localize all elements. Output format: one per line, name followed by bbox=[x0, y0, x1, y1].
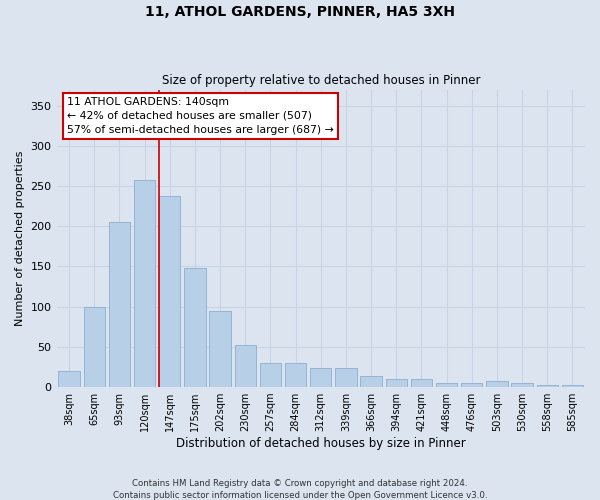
Bar bbox=[285, 363, 307, 387]
Bar bbox=[58, 371, 80, 387]
Bar bbox=[134, 180, 155, 387]
Bar bbox=[461, 383, 482, 387]
Bar bbox=[235, 346, 256, 387]
Text: 11, ATHOL GARDENS, PINNER, HA5 3XH: 11, ATHOL GARDENS, PINNER, HA5 3XH bbox=[145, 5, 455, 19]
Bar bbox=[83, 306, 105, 387]
Bar bbox=[562, 384, 583, 387]
Bar bbox=[184, 268, 206, 387]
Text: 11 ATHOL GARDENS: 140sqm
← 42% of detached houses are smaller (507)
57% of semi-: 11 ATHOL GARDENS: 140sqm ← 42% of detach… bbox=[67, 97, 334, 135]
Bar bbox=[209, 310, 231, 387]
Bar bbox=[386, 379, 407, 387]
Bar bbox=[361, 376, 382, 387]
Bar bbox=[511, 383, 533, 387]
Bar bbox=[310, 368, 331, 387]
Text: Contains HM Land Registry data © Crown copyright and database right 2024.
Contai: Contains HM Land Registry data © Crown c… bbox=[113, 478, 487, 500]
Bar bbox=[536, 386, 558, 387]
Y-axis label: Number of detached properties: Number of detached properties bbox=[15, 150, 25, 326]
Title: Size of property relative to detached houses in Pinner: Size of property relative to detached ho… bbox=[161, 74, 480, 87]
Bar bbox=[486, 380, 508, 387]
Bar bbox=[411, 379, 432, 387]
Bar bbox=[335, 368, 356, 387]
Bar bbox=[436, 383, 457, 387]
Bar bbox=[260, 363, 281, 387]
Bar bbox=[159, 196, 181, 387]
X-axis label: Distribution of detached houses by size in Pinner: Distribution of detached houses by size … bbox=[176, 437, 466, 450]
Bar bbox=[109, 222, 130, 387]
